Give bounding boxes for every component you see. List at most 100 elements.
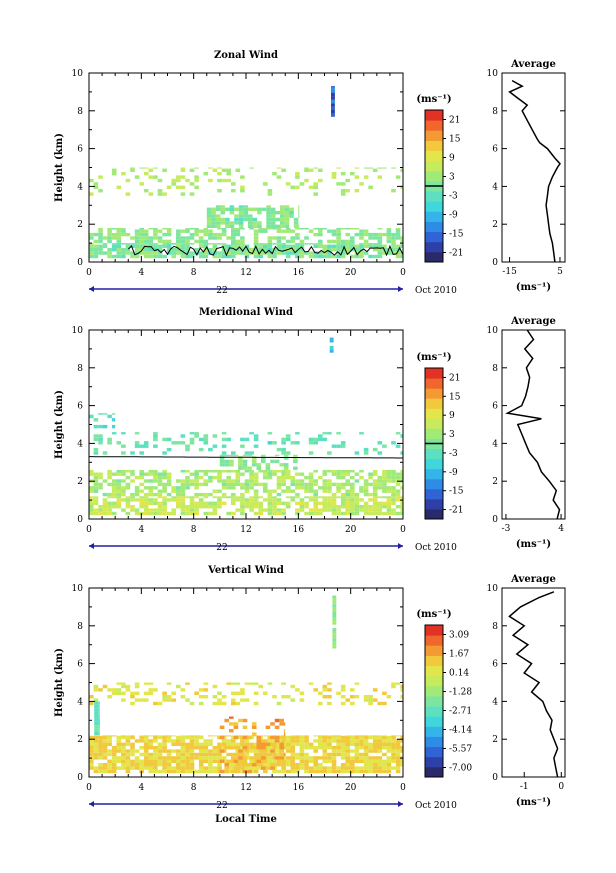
heatmap-cell [327,701,332,706]
heatmap-cell [111,424,116,429]
heatmap-cell [162,735,167,740]
heatmap-cell [89,251,94,255]
heatmap-cell [295,766,300,770]
heatmap-cell [359,254,364,259]
heatmap-cell [377,746,383,750]
heatmap-cell [400,496,403,499]
heatmap-cell [194,496,199,499]
heatmap-cell [125,475,131,480]
heatmap-cell [261,456,266,460]
x-tick-label: 12 [240,783,251,793]
heatmap-cell [266,224,271,228]
heatmap-cell [332,600,337,605]
average-y-tick-label: 0 [492,515,498,525]
heatmap-cell [377,759,383,763]
colorbar-tick-label: -9 [449,211,458,221]
heatmap-cell [377,479,383,483]
heatmap-cell [198,254,204,259]
heatmap-cell [400,475,403,480]
heatmap-cell [231,701,236,706]
heatmap-cell [116,742,122,746]
average-frame [501,72,566,263]
heatmap-cell [157,192,163,196]
heatmap-cell [171,691,176,695]
heatmap-cell [372,698,378,702]
heatmap-cell [304,486,309,490]
heatmap-cell [93,742,99,746]
heatmap-cell [221,437,227,442]
heatmap-cell [185,749,190,753]
heatmap-cell [318,239,323,244]
heatmap-cell [242,746,248,750]
heatmap-cell [308,511,314,516]
heatmap-cell [194,492,199,497]
heatmap-cell [285,695,291,699]
heatmap-cell [290,236,296,240]
heatmap-cell [295,432,300,435]
heatmap-cell [238,718,243,723]
heatmap-cell [185,769,190,774]
heatmap-cell [249,475,254,480]
heatmap-cell [395,682,401,685]
colorbar-segment [425,251,443,263]
heatmap-cell [217,172,222,176]
heatmap-cell [331,248,337,252]
heatmap-cell [107,248,112,252]
heatmap-cell [359,498,364,502]
heatmap-cell [313,749,318,753]
heatmap-cell [386,769,392,774]
heatmap-cell [198,229,204,233]
heatmap-cell [274,756,280,760]
heatmap-cell [281,236,286,240]
heatmap-cell [313,739,318,743]
heatmap-cell [162,735,167,737]
heatmap-cell [148,228,154,230]
heatmap-cell [211,214,216,218]
heatmap-cell [340,192,346,196]
x-tick-label: 8 [191,525,197,535]
heatmap-cell [185,508,190,512]
colorbar-segment [425,706,443,717]
heatmap-cell [198,239,204,244]
heatmap-cell [244,752,250,757]
heatmap-cell [203,228,209,230]
heatmap-cell [153,766,158,770]
heatmap-cell [224,746,229,750]
heatmap-cell [340,472,346,476]
heatmap-cell [256,746,262,750]
heatmap-cell [185,482,190,487]
heatmap-cell [304,168,309,172]
heatmap-cell [332,628,337,632]
heatmap-cell [102,505,108,509]
heatmap-cell [400,505,403,509]
heatmap-cell [217,167,222,169]
heatmap-cell [242,759,248,763]
heatmap-cell [299,735,305,740]
colorbar-segment [425,231,443,243]
heatmap-cell [350,236,355,240]
heatmap-cell [354,759,360,763]
colorbar-segment [425,746,443,758]
heatmap-cell [153,248,158,252]
heatmap-cell [189,769,195,774]
heatmap-cell [208,752,213,757]
heatmap-cell [308,486,314,490]
heatmap-cell [231,482,236,487]
heatmap-cell [231,769,236,774]
heatmap-cell [189,479,195,483]
colorbar-segment [425,695,443,707]
heatmap-cell [266,217,271,222]
heatmap-cell [212,752,218,757]
heatmap-cell [313,505,318,509]
colorbar-segment [425,716,443,727]
heatmap-cell [125,684,131,689]
heatmap-cell [102,243,108,245]
heatmap-cell [171,698,176,702]
heatmap-cell [308,472,314,476]
heatmap-cell [121,492,126,497]
heatmap-cell [139,232,144,237]
heatmap-cell [350,505,355,509]
heatmap-cell [304,746,309,750]
heatmap-cell [153,498,158,502]
heatmap-cell [377,501,383,505]
